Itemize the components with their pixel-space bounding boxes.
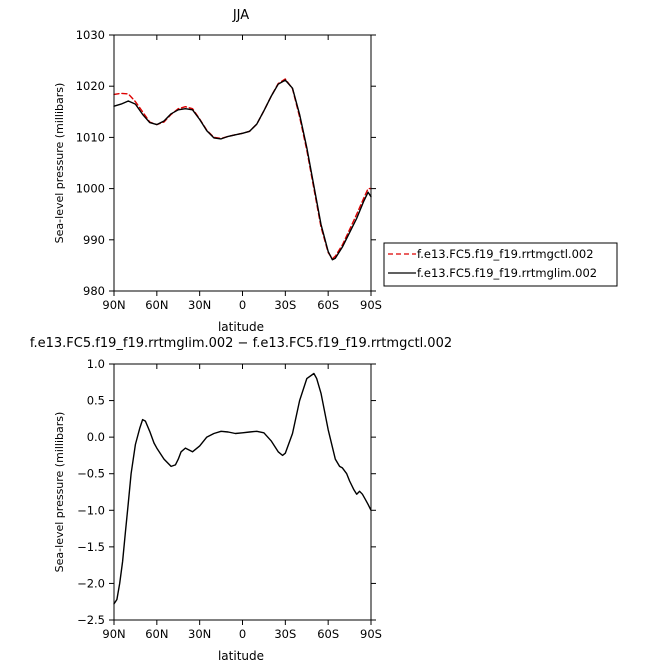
x-tick-label: 30N [188, 298, 211, 312]
bottom-chart-title: f.e13.FC5.f19_f19.rrtmglim.002 − f.e13.F… [30, 336, 452, 351]
y-tick-label: −1.5 [77, 540, 105, 554]
top-chart-xlabel: latitude [218, 320, 264, 334]
y-tick-label: 990 [83, 233, 105, 247]
x-tick-label: 60S [317, 627, 339, 641]
y-tick-label: 1020 [76, 79, 105, 93]
y-tick-label: 1030 [76, 28, 105, 42]
series-line-1 [113, 372, 372, 605]
x-tick-label: 0 [239, 627, 246, 641]
top-chart-frame [113, 34, 372, 292]
legend-box [383, 242, 618, 287]
y-tick-label: 0.0 [87, 430, 105, 444]
x-tick-label: 90S [360, 298, 382, 312]
y-tick-label: −2.0 [77, 576, 105, 590]
y-tick-label: 1.0 [87, 357, 105, 371]
x-tick-label: 90S [360, 627, 382, 641]
y-tick-label: 980 [83, 284, 105, 298]
x-tick-label: 90N [102, 627, 125, 641]
bottom-chart-frame [113, 363, 372, 621]
y-tick-label: 1010 [76, 130, 105, 144]
y-tick-label: 0.5 [87, 394, 105, 408]
y-tick-label: −1.0 [77, 503, 105, 517]
y-tick-label: −0.5 [77, 467, 105, 481]
x-tick-label: 30S [274, 627, 296, 641]
legend-label-ctl: f.e13.FC5.f19_f19.rrtmgctl.002 [417, 247, 594, 261]
legend: f.e13.FC5.f19_f19.rrtmgctl.002 f.e13.FC5… [383, 242, 618, 287]
x-tick-label: 60N [145, 627, 168, 641]
bottom-panel: f.e13.FC5.f19_f19.rrtmglim.002 − f.e13.F… [30, 336, 452, 663]
bottom-chart-ticks: 90N 60N 30N 0 30S 60S 90S −2.5 −2.0 −1.5 −1.0 −0.5 0… [77, 357, 382, 641]
legend-label-lim: f.e13.FC5.f19_f19.rrtmglim.002 [417, 266, 597, 280]
x-tick-label: 60N [145, 298, 168, 312]
y-tick-label: 1000 [76, 182, 105, 196]
x-tick-label: 0 [239, 298, 246, 312]
top-panel: JJA 90N 60N 30N 0 30S 60S 90S 980 990 1000 1010 102… [53, 8, 618, 334]
top-chart-series [113, 78, 372, 261]
series-line-2 [113, 79, 372, 261]
y-tick-label: −2.5 [77, 613, 105, 627]
top-chart-title: JJA [232, 8, 249, 23]
bottom-chart-ylabel: Sea-level pressure (millibars) [53, 412, 66, 573]
x-tick-label: 30N [188, 627, 211, 641]
x-tick-label: 90N [102, 298, 125, 312]
bottom-chart-xlabel: latitude [218, 649, 264, 663]
x-tick-label: 30S [274, 298, 296, 312]
top-chart-ylabel: Sea-level pressure (millibars) [53, 83, 66, 244]
series-line-1 [113, 78, 372, 260]
x-tick-label: 60S [317, 298, 339, 312]
top-chart-ticks: 90N 60N 30N 0 30S 60S 90S 980 990 1000 1010 1020 103… [76, 28, 382, 312]
bottom-chart-series [113, 372, 372, 605]
